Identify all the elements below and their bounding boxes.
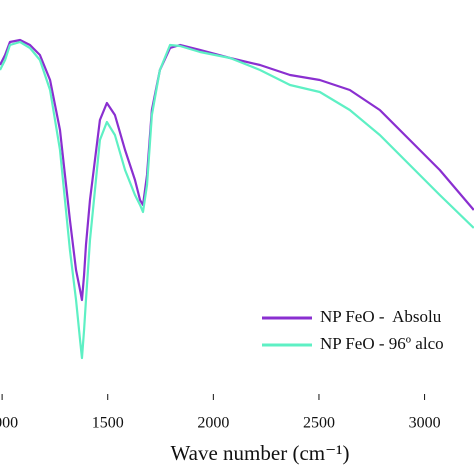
x-tick-label: 2500 [303, 415, 335, 432]
legend-label: NP FeO - 96º alco [320, 334, 444, 353]
line-series [0, 40, 474, 360]
x-tick-label: 2000 [197, 415, 229, 432]
x-tick-label: 1500 [92, 415, 124, 432]
legend-label: NP FeO - Absolu [320, 307, 442, 326]
line-series [0, 38, 474, 302]
x-axis-title: Wave number (cm⁻¹) [171, 441, 350, 465]
x-tick-label: 1000 [0, 415, 18, 432]
x-tick-label: 3000 [409, 415, 441, 432]
